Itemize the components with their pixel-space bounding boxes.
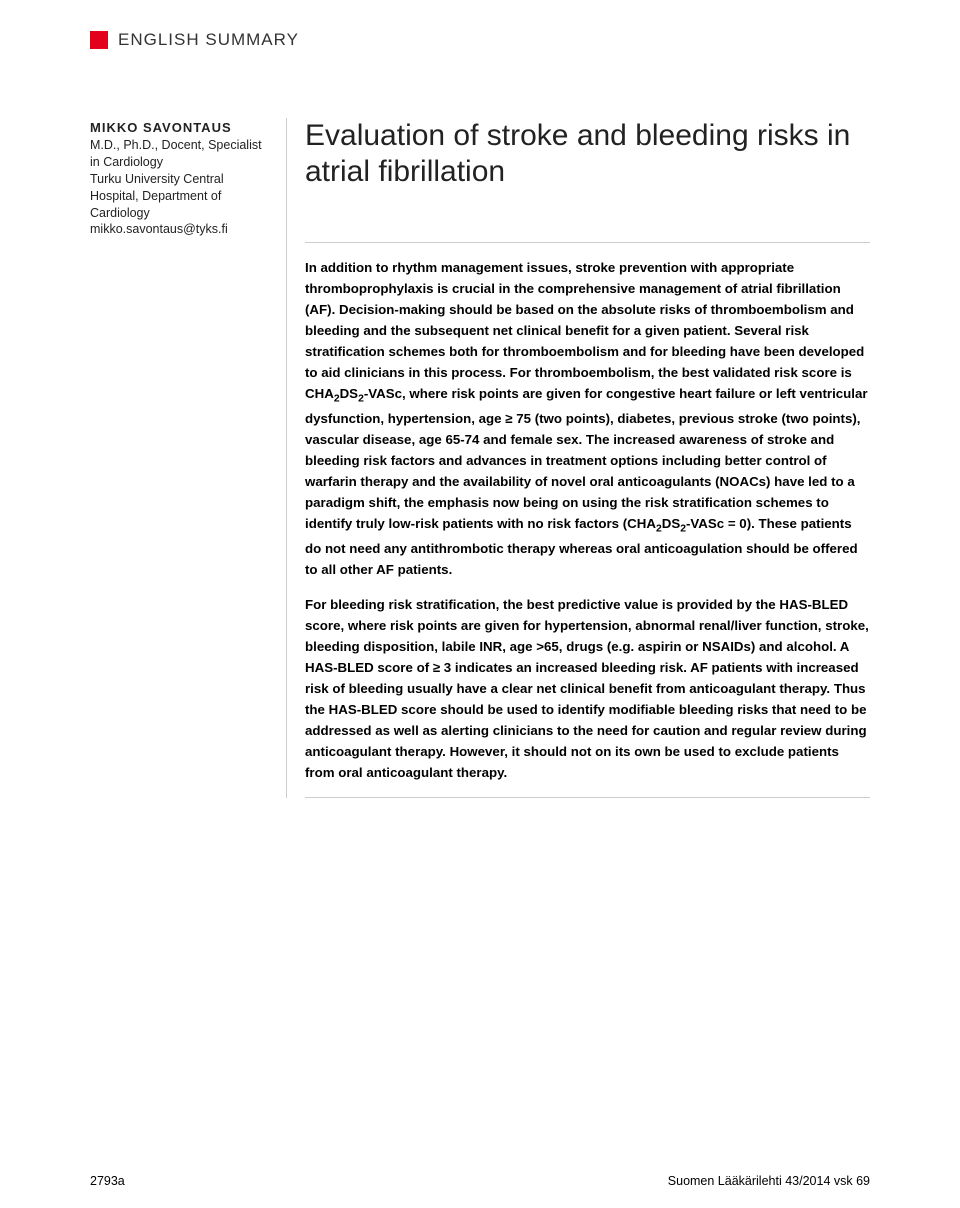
content-row: MIKKO SAVONTAUS M.D., Ph.D., Docent, Spe… bbox=[90, 118, 870, 798]
article-title: Evaluation of stroke and bleeding risks … bbox=[305, 118, 870, 190]
author-name: MIKKO SAVONTAUS bbox=[90, 120, 268, 135]
accent-square-icon bbox=[90, 31, 108, 49]
author-sidebar: MIKKO SAVONTAUS M.D., Ph.D., Docent, Spe… bbox=[90, 118, 268, 798]
section-header: ENGLISH SUMMARY bbox=[90, 30, 870, 50]
divider-top bbox=[305, 242, 870, 243]
section-label: ENGLISH SUMMARY bbox=[118, 30, 299, 50]
author-email: mikko.savontaus@tyks.fi bbox=[90, 221, 268, 238]
para1-text-a: In addition to rhythm management issues,… bbox=[305, 260, 864, 401]
para1-text-c: -VASc, where risk points are given for c… bbox=[305, 386, 868, 531]
author-affiliation: Turku University Central Hospital, Depar… bbox=[90, 171, 268, 222]
page-footer: 2793a Suomen Lääkärilehti 43/2014 vsk 69 bbox=[0, 1174, 960, 1188]
footer-right: Suomen Lääkärilehti 43/2014 vsk 69 bbox=[668, 1174, 870, 1188]
para1-text-d: DS bbox=[662, 516, 680, 531]
page: ENGLISH SUMMARY MIKKO SAVONTAUS M.D., Ph… bbox=[0, 0, 960, 1208]
footer-left: 2793a bbox=[90, 1174, 125, 1188]
main-column: Evaluation of stroke and bleeding risks … bbox=[286, 118, 870, 798]
paragraph-1: In addition to rhythm management issues,… bbox=[305, 257, 870, 580]
divider-bottom bbox=[305, 797, 870, 798]
paragraph-2: For bleeding risk stratification, the be… bbox=[305, 594, 870, 783]
author-credentials: M.D., Ph.D., Docent, Specialist in Cardi… bbox=[90, 137, 268, 171]
para1-text-b: DS bbox=[340, 386, 358, 401]
